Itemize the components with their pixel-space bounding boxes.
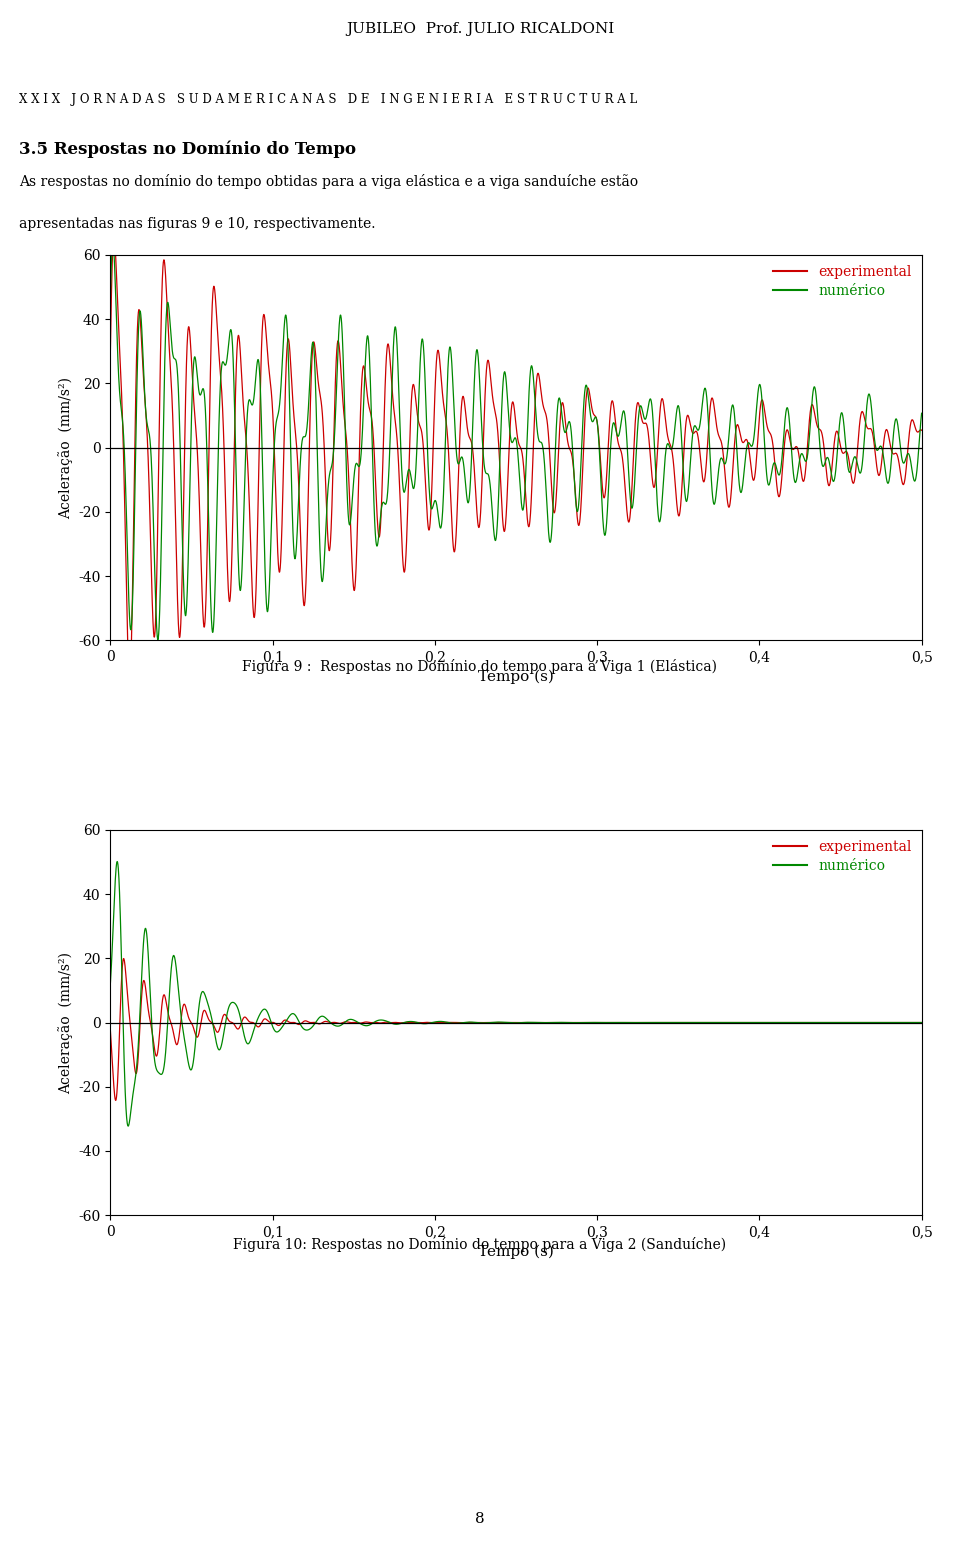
Legend: experimental, numérico: experimental, numérico bbox=[767, 834, 918, 878]
Text: Figura 10: Respostas no Domínio do tempo para a Viga 2 (Sanduíche): Figura 10: Respostas no Domínio do tempo… bbox=[233, 1237, 727, 1253]
Y-axis label: Aceleração  (mm/s²): Aceleração (mm/s²) bbox=[58, 376, 73, 519]
X-axis label: Tempo (s): Tempo (s) bbox=[478, 1245, 554, 1259]
Text: X X I X   J O R N A D A S   S U D A M E R I C A N A S   D E   I N G E N I E R I : X X I X J O R N A D A S S U D A M E R I … bbox=[19, 93, 637, 106]
Legend: experimental, numérico: experimental, numérico bbox=[767, 260, 918, 303]
Text: Figura 9 :  Respostas no Domínio do tempo para a Viga 1 (Elástica): Figura 9 : Respostas no Domínio do tempo… bbox=[243, 659, 717, 674]
Text: JUBILEO  Prof. JULIO RICALDONI: JUBILEO Prof. JULIO RICALDONI bbox=[346, 22, 614, 36]
Text: 8: 8 bbox=[475, 1512, 485, 1526]
Text: As respostas no domínio do tempo obtidas para a viga elástica e a viga sanduíche: As respostas no domínio do tempo obtidas… bbox=[19, 174, 638, 190]
X-axis label: Tempo (s): Tempo (s) bbox=[478, 670, 554, 684]
Text: 3.5 Respostas no Domínio do Tempo: 3.5 Respostas no Domínio do Tempo bbox=[19, 140, 356, 159]
Y-axis label: Aceleração  (mm/s²): Aceleração (mm/s²) bbox=[58, 951, 73, 1094]
Text: apresentadas nas figuras 9 e 10, respectivamente.: apresentadas nas figuras 9 e 10, respect… bbox=[19, 218, 375, 232]
